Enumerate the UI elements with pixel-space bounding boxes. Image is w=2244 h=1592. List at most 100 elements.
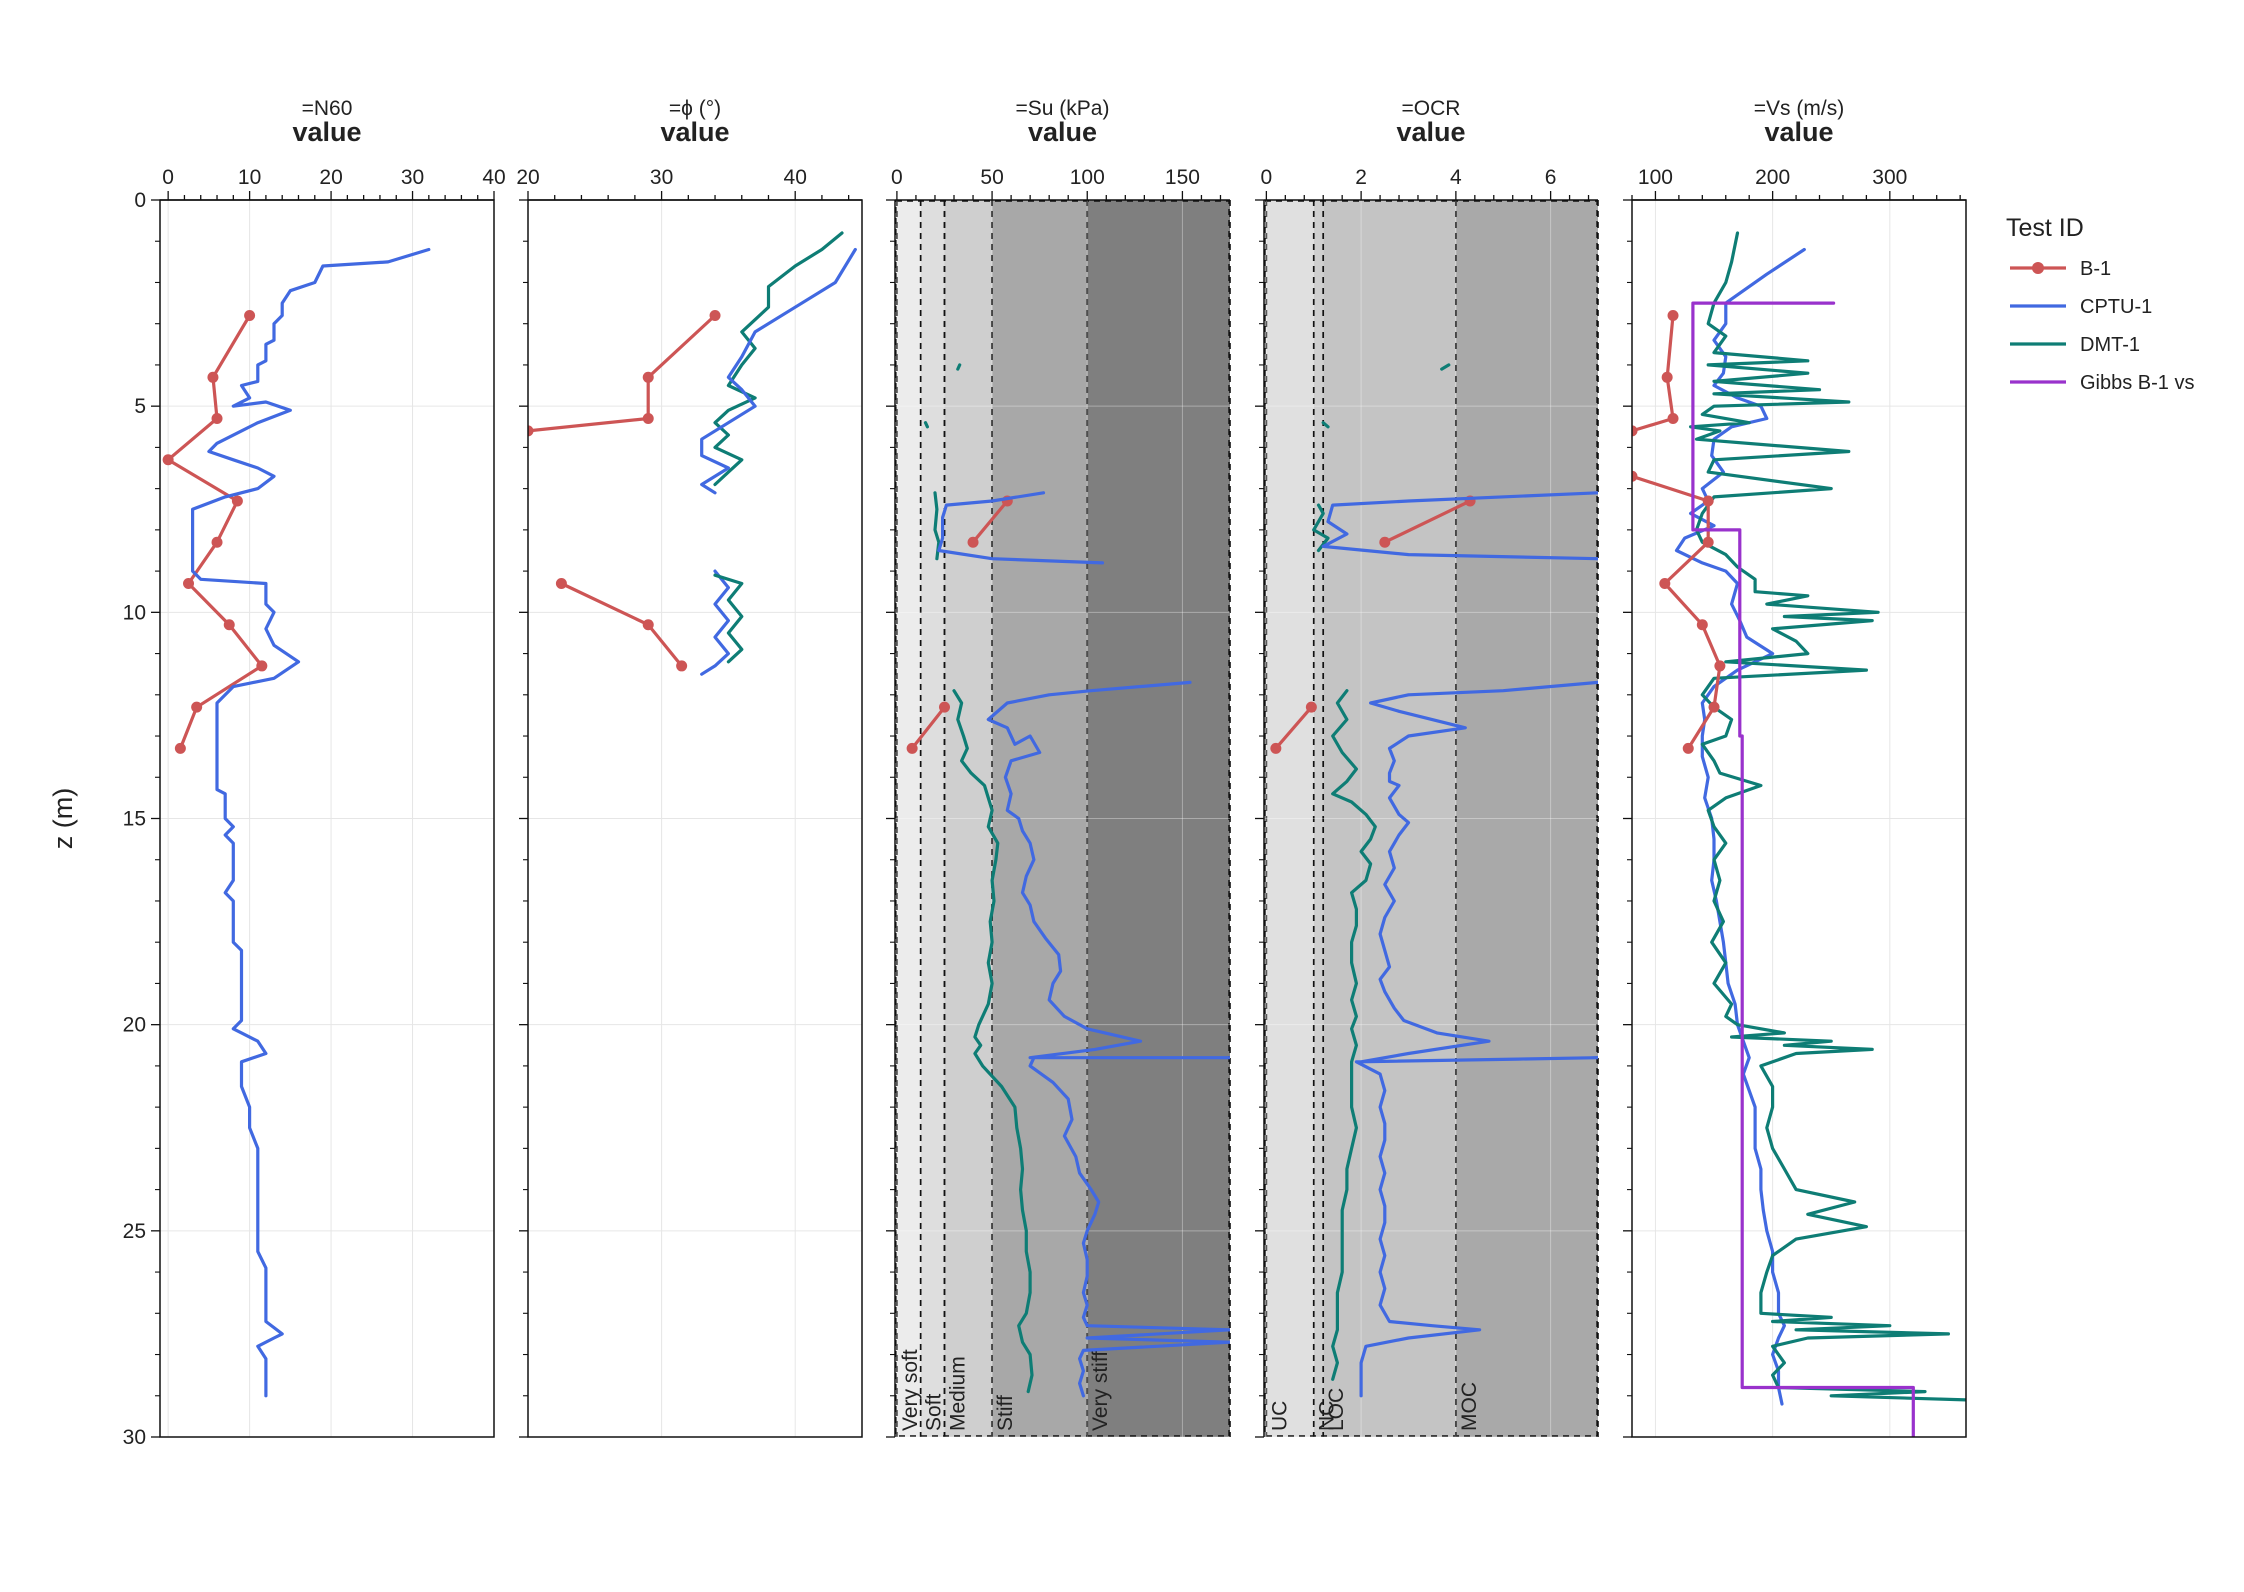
data-point bbox=[967, 536, 979, 548]
series-line-dmt-1 bbox=[952, 689, 1034, 1394]
y-tick-label: 25 bbox=[123, 1220, 146, 1243]
y-axis-title: z (m) bbox=[48, 788, 78, 849]
panel-2: Very soft Soft Medium Stiff Very stiff 0 50 100… bbox=[886, 97, 1231, 1438]
facet-title: =OCR bbox=[1402, 97, 1461, 120]
series-group bbox=[1270, 363, 1598, 1398]
x-tick-label: 0 bbox=[162, 166, 174, 189]
zone-band bbox=[896, 200, 921, 1437]
y-tick-label: 10 bbox=[123, 601, 146, 624]
series-line-dmt-1 bbox=[1331, 689, 1377, 1381]
data-point bbox=[642, 371, 654, 383]
data-point bbox=[1702, 536, 1714, 548]
facet-title: =Vs (m/s) bbox=[1754, 97, 1844, 120]
x-tick-label: 50 bbox=[980, 166, 1003, 189]
zone-label: MOC bbox=[1458, 1382, 1481, 1431]
data-point bbox=[1708, 701, 1720, 713]
zone-band bbox=[920, 200, 945, 1437]
panel-4: 100 200 300 =Vs (m/s)value bbox=[1623, 97, 1967, 1438]
zone-band bbox=[944, 200, 993, 1437]
data-point bbox=[1379, 536, 1391, 548]
x-tick-label: 100 bbox=[1070, 166, 1105, 189]
zone-label: NC bbox=[1316, 1401, 1339, 1431]
data-point bbox=[555, 577, 567, 589]
data-point bbox=[642, 413, 654, 425]
data-point bbox=[244, 309, 256, 321]
x-tick-label: 4 bbox=[1450, 166, 1462, 189]
series-line-dmt-1 bbox=[713, 231, 844, 487]
zone-band bbox=[1455, 200, 1598, 1437]
zone-band bbox=[1266, 200, 1314, 1437]
zone-label: Very stiff bbox=[1089, 1351, 1112, 1431]
data-point bbox=[207, 371, 219, 383]
series-line-dmt-1 bbox=[1321, 421, 1330, 429]
y-tick-label: 20 bbox=[123, 1014, 146, 1037]
x-tick-label: 40 bbox=[784, 166, 807, 189]
series-line-cptu-1 bbox=[1354, 680, 1598, 1398]
series-line-dmt-1 bbox=[956, 363, 962, 371]
series-line-dmt-1 bbox=[923, 421, 930, 429]
x-axis-title: value bbox=[1028, 117, 1097, 147]
facet-title: =N60 bbox=[302, 97, 353, 120]
y-tick-label: 5 bbox=[134, 395, 146, 418]
x-axis-title: value bbox=[292, 117, 361, 147]
x-axis-title: value bbox=[1764, 117, 1833, 147]
data-point bbox=[1632, 470, 1638, 482]
series-line-dmt-1 bbox=[713, 573, 744, 664]
series-group bbox=[906, 363, 1230, 1398]
legend: Test ID B-1 CPTU-1 DMT-1 Gibbs B-1 vs bbox=[2006, 214, 2194, 394]
data-point bbox=[191, 701, 203, 713]
x-axis-title: value bbox=[660, 117, 729, 147]
data-point bbox=[1270, 742, 1282, 754]
data-point bbox=[1659, 577, 1671, 589]
data-point bbox=[1702, 495, 1714, 507]
legend-label: Gibbs B-1 vs bbox=[2080, 372, 2194, 394]
x-axis-title: value bbox=[1396, 117, 1465, 147]
series-group bbox=[1632, 231, 1966, 1437]
x-tick-label: 40 bbox=[482, 166, 505, 189]
zone-label: Very soft bbox=[899, 1349, 922, 1431]
data-point bbox=[1305, 701, 1317, 713]
facet-title: =ϕ (°) bbox=[669, 97, 721, 120]
data-point bbox=[1714, 660, 1726, 672]
data-point bbox=[1696, 619, 1708, 631]
zone-band bbox=[1264, 200, 1267, 1437]
data-point bbox=[1682, 742, 1694, 754]
x-tick-label: 300 bbox=[1872, 166, 1907, 189]
series-line-dmt-1 bbox=[1312, 503, 1330, 553]
data-point bbox=[709, 309, 721, 321]
zone-label: UC bbox=[1268, 1401, 1291, 1431]
series-line-b-1 bbox=[528, 313, 717, 433]
series-line-b-1 bbox=[1383, 499, 1472, 544]
zone-band bbox=[1313, 200, 1324, 1437]
series-group bbox=[528, 231, 857, 676]
data-point bbox=[1667, 413, 1679, 425]
series-line-dmt-1 bbox=[1688, 231, 1966, 1402]
x-tick-label: 0 bbox=[1261, 166, 1273, 189]
data-point bbox=[211, 413, 223, 425]
series-line-cptu-1 bbox=[700, 247, 857, 495]
zone-frame bbox=[895, 200, 1230, 1437]
series-line-cptu-1 bbox=[191, 247, 431, 1398]
series-line-dmt-1 bbox=[1440, 363, 1451, 371]
zone-label: Stiff bbox=[994, 1395, 1017, 1431]
x-tick-label: 30 bbox=[401, 166, 424, 189]
x-tick-label: 20 bbox=[319, 166, 342, 189]
zone-frame bbox=[1264, 200, 1598, 1437]
data-point bbox=[1632, 425, 1638, 437]
data-point bbox=[183, 577, 195, 589]
facet-title: =Su (kPa) bbox=[1016, 97, 1110, 120]
series-line-cptu-1 bbox=[986, 680, 1230, 1398]
zone-band bbox=[992, 200, 1088, 1437]
x-tick-label: 100 bbox=[1638, 166, 1673, 189]
x-tick-label: 20 bbox=[516, 166, 539, 189]
data-point bbox=[1667, 309, 1679, 321]
series-group bbox=[162, 247, 431, 1398]
y-tick-label: 30 bbox=[123, 1426, 146, 1449]
series-line-b-1 bbox=[971, 499, 1009, 544]
x-tick-label: 30 bbox=[650, 166, 673, 189]
zone-label: Soft bbox=[923, 1393, 946, 1431]
legend-label: DMT-1 bbox=[2080, 334, 2140, 356]
series-line-cptu-1 bbox=[937, 491, 1105, 565]
